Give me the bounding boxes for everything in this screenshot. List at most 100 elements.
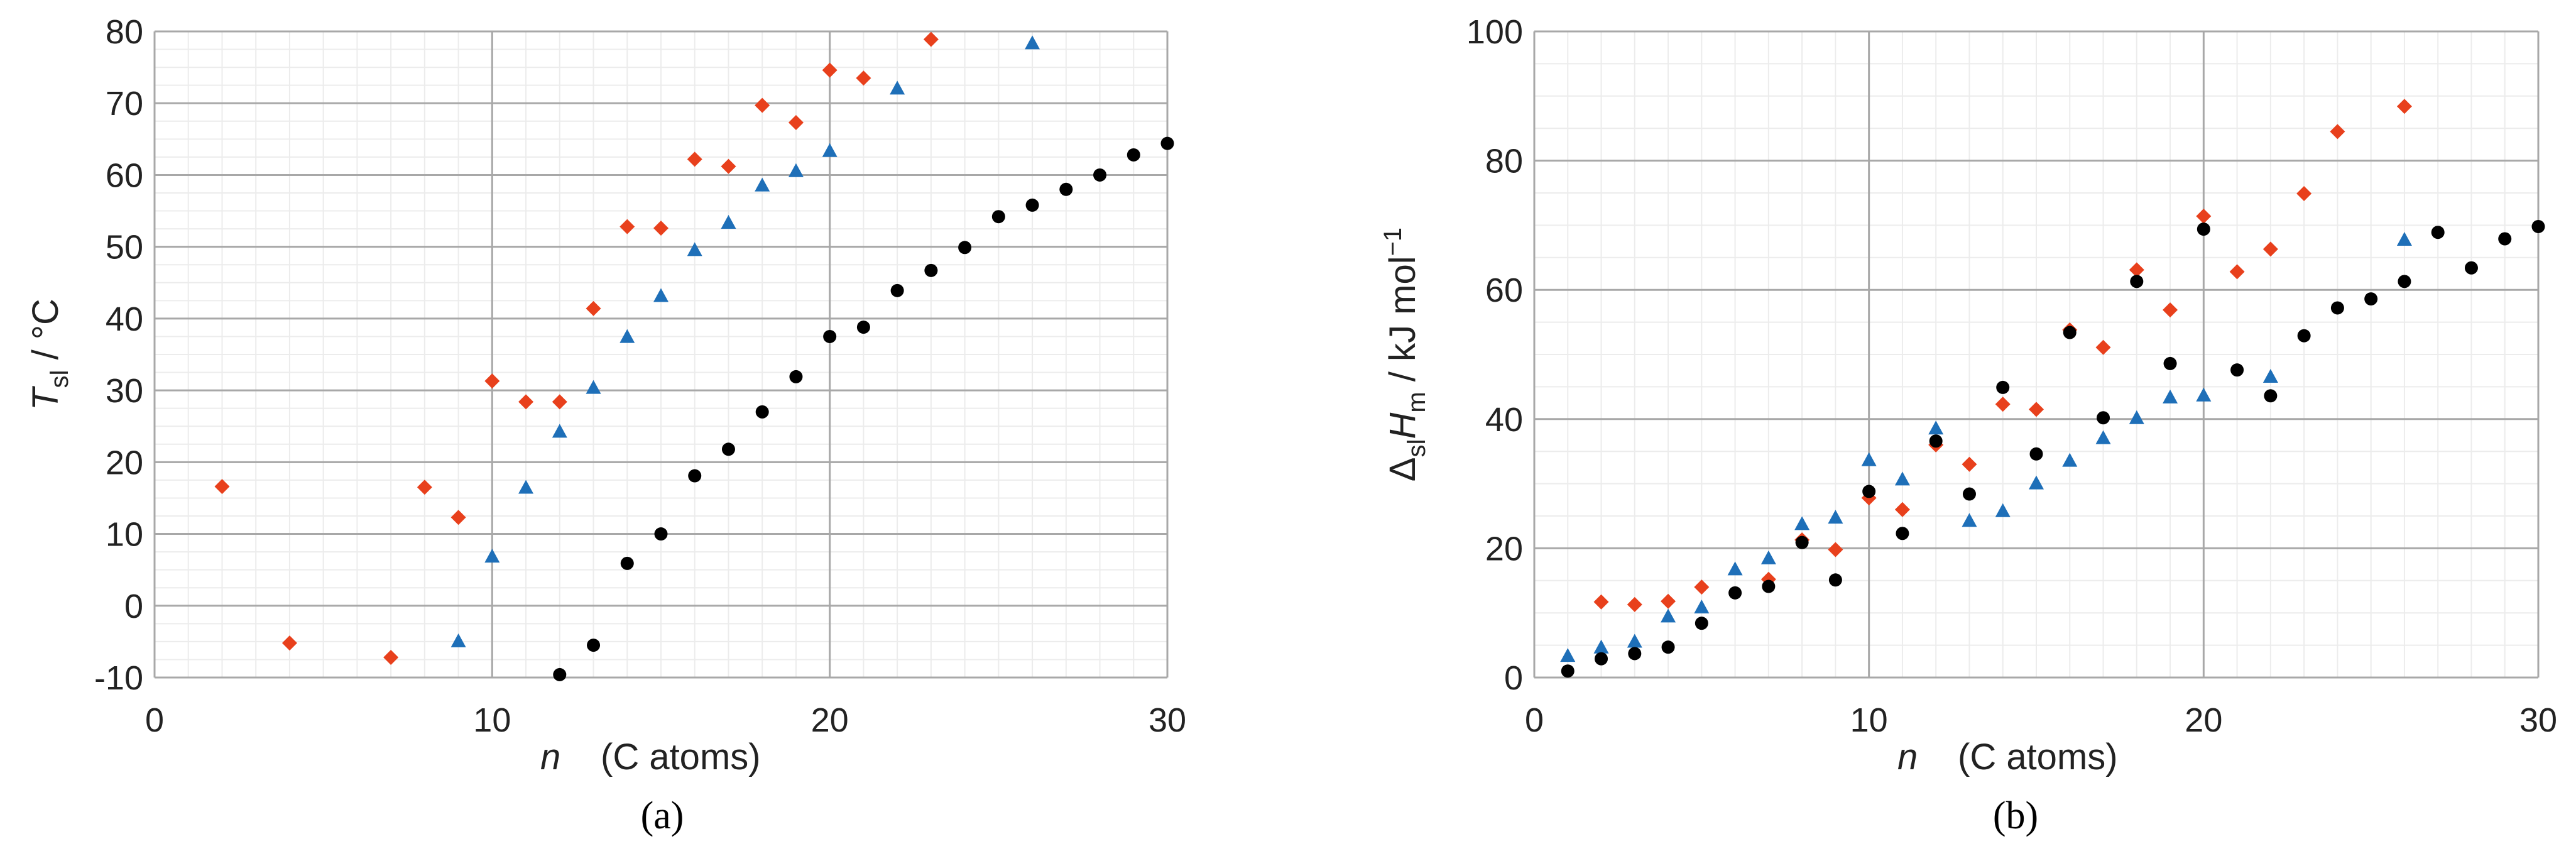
data-point-circle-b bbox=[1695, 617, 1708, 630]
data-point-triangle-a bbox=[484, 549, 500, 563]
data-point-diamond-b bbox=[1593, 594, 1609, 610]
x-tick-label: 0 bbox=[1525, 701, 1544, 739]
y-tick-label: 0 bbox=[124, 588, 143, 625]
data-point-triangle-a bbox=[586, 380, 601, 394]
y-axis-label-b: ΔslHm / kJ mol−1 bbox=[1379, 228, 1431, 481]
data-point-triangle-b bbox=[1760, 550, 1776, 564]
data-point-diamond-b bbox=[2229, 264, 2245, 280]
data-point-diamond-b bbox=[2296, 186, 2312, 202]
data-point-circle-b bbox=[2097, 411, 2110, 425]
data-point-circle-b bbox=[1962, 487, 1976, 501]
y-tick-label: 70 bbox=[106, 85, 143, 123]
data-point-triangle-b bbox=[1694, 599, 1710, 613]
data-point-circle-a bbox=[1127, 148, 1140, 162]
y-tick-label: 80 bbox=[1485, 143, 1523, 180]
major-grid-b bbox=[1533, 30, 2540, 679]
data-point-triangle-a bbox=[721, 214, 736, 229]
x-axis-label-var-b: n bbox=[1897, 737, 1918, 777]
x-tick-label: 30 bbox=[2519, 701, 2557, 739]
data-point-diamond-a bbox=[856, 70, 871, 86]
y-tick-labels-b: 0 20 40 60 80 100 bbox=[1466, 13, 1523, 697]
data-point-circle-b bbox=[2431, 226, 2445, 239]
y-tick-labels-a: -10 0 10 20 30 40 50 60 70 80 bbox=[94, 13, 143, 697]
data-point-circle-b bbox=[1929, 434, 1943, 448]
x-axis-label-a: (C atoms) bbox=[601, 737, 761, 777]
x-tick-label: 20 bbox=[2185, 701, 2222, 739]
data-point-diamond-b bbox=[1627, 596, 1642, 612]
data-point-circle-a bbox=[958, 241, 972, 255]
data-point-diamond-a bbox=[653, 220, 669, 236]
data-point-triangle-a bbox=[687, 242, 702, 256]
data-point-triangle-b bbox=[1661, 608, 1676, 623]
data-point-triangle-b bbox=[1727, 561, 1743, 576]
data-point-circle-a bbox=[1059, 182, 1073, 196]
data-point-triangle-a bbox=[890, 80, 905, 95]
x-tick-labels-b: 0 10 20 30 bbox=[1525, 701, 2557, 739]
data-point-triangle-a bbox=[552, 424, 567, 438]
data-point-diamond-b bbox=[2196, 209, 2212, 224]
data-point-triangle-a bbox=[822, 143, 838, 157]
y-tick-label: 30 bbox=[106, 372, 143, 410]
data-point-triangle-b bbox=[1894, 471, 1910, 486]
data-point-circle-b bbox=[2364, 292, 2378, 306]
y-tick-label: 80 bbox=[106, 13, 143, 51]
data-point-circle-a bbox=[789, 370, 803, 383]
data-point-triangle-b bbox=[2163, 389, 2178, 403]
data-point-circle-b bbox=[2197, 222, 2210, 236]
data-point-circle-b bbox=[2531, 219, 2545, 233]
data-point-circle-b bbox=[1728, 586, 1742, 600]
data-point-circle-a bbox=[553, 667, 567, 681]
data-point-circle-b bbox=[2464, 261, 2478, 275]
y-tick-label: 10 bbox=[106, 516, 143, 554]
data-point-triangle-a bbox=[450, 633, 466, 647]
data-point-circle-b bbox=[1595, 652, 1608, 666]
data-point-diamond-a bbox=[484, 373, 500, 389]
data-point-triangle-b bbox=[1593, 639, 1609, 654]
data-point-diamond-b bbox=[1828, 542, 1843, 557]
data-point-circle-a bbox=[620, 556, 634, 570]
data-point-triangle-a bbox=[755, 177, 770, 192]
data-point-circle-b bbox=[2498, 232, 2512, 246]
y-tick-label: 20 bbox=[1485, 530, 1523, 568]
data-point-circle-a bbox=[1025, 198, 1039, 212]
data-point-triangle-a bbox=[653, 288, 669, 302]
data-point-circle-b bbox=[2264, 389, 2278, 403]
data-point-circle-b bbox=[1762, 579, 1776, 593]
data-point-diamond-a bbox=[417, 480, 432, 495]
data-point-diamond-b bbox=[1962, 456, 1977, 472]
x-tick-label: 10 bbox=[473, 701, 511, 739]
data-point-triangle-b bbox=[2095, 430, 2111, 444]
data-point-circle-a bbox=[755, 405, 769, 419]
data-point-circle-a bbox=[924, 263, 938, 277]
data-point-diamond-b bbox=[2129, 262, 2144, 278]
data-point-circle-a bbox=[890, 283, 904, 297]
y-tick-label: 60 bbox=[1485, 272, 1523, 309]
data-point-circle-b bbox=[2330, 301, 2344, 315]
data-point-triangle-b bbox=[2262, 368, 2278, 383]
data-point-circle-b bbox=[2063, 326, 2077, 339]
data-points-a bbox=[214, 31, 1174, 681]
data-point-circle-a bbox=[654, 527, 668, 541]
data-point-circle-a bbox=[587, 639, 601, 652]
data-point-diamond-a bbox=[281, 635, 297, 651]
data-point-triangle-b bbox=[2029, 475, 2044, 490]
data-point-triangle-b bbox=[1794, 516, 1810, 530]
data-point-circle-b bbox=[2398, 275, 2411, 288]
minor-grid-b bbox=[1534, 31, 2539, 678]
data-point-diamond-a bbox=[687, 151, 702, 167]
data-point-diamond-b bbox=[2396, 99, 2412, 114]
data-point-diamond-a bbox=[755, 97, 770, 113]
major-grid-a bbox=[153, 30, 1169, 679]
data-point-diamond-a bbox=[552, 394, 567, 410]
data-point-diamond-a bbox=[721, 158, 736, 174]
y-tick-label: 50 bbox=[106, 229, 143, 266]
data-point-circle-b bbox=[1828, 573, 1842, 587]
panel-label-b: (b) bbox=[1993, 794, 2038, 837]
x-tick-label: 0 bbox=[145, 701, 164, 739]
data-point-diamond-b bbox=[1995, 397, 2011, 412]
data-point-triangle-b bbox=[1995, 503, 2011, 517]
data-point-triangle-a bbox=[788, 163, 804, 177]
data-point-triangle-b bbox=[2129, 410, 2144, 424]
